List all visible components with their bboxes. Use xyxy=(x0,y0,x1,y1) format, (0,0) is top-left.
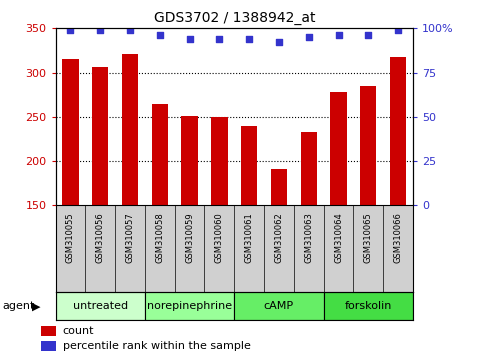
Bar xyxy=(234,292,324,320)
Text: count: count xyxy=(63,326,94,336)
Text: GSM310058: GSM310058 xyxy=(156,212,164,263)
Bar xyxy=(145,292,234,320)
Text: percentile rank within the sample: percentile rank within the sample xyxy=(63,341,251,351)
Bar xyxy=(390,57,406,205)
Text: GSM310057: GSM310057 xyxy=(126,212,134,263)
Bar xyxy=(92,67,108,205)
Point xyxy=(97,27,104,33)
Point xyxy=(335,33,342,38)
Text: ▶: ▶ xyxy=(32,301,41,311)
Bar xyxy=(56,292,145,320)
Bar xyxy=(41,326,56,336)
Text: GSM310055: GSM310055 xyxy=(66,212,75,263)
Point xyxy=(67,27,74,33)
Text: GSM310059: GSM310059 xyxy=(185,212,194,263)
Point xyxy=(364,33,372,38)
Text: GSM310061: GSM310061 xyxy=(245,212,254,263)
Text: GSM310060: GSM310060 xyxy=(215,212,224,263)
Bar xyxy=(271,169,287,205)
Point xyxy=(305,34,313,40)
Point xyxy=(215,36,223,42)
Bar xyxy=(300,132,317,205)
Bar xyxy=(41,341,56,351)
Text: GSM310062: GSM310062 xyxy=(274,212,284,263)
Point xyxy=(156,33,164,38)
Point xyxy=(394,27,402,33)
Bar xyxy=(330,92,347,205)
Point xyxy=(126,27,134,33)
Bar xyxy=(62,59,79,205)
Point xyxy=(275,40,283,45)
Bar xyxy=(241,126,257,205)
Point xyxy=(185,36,193,42)
Text: GSM310065: GSM310065 xyxy=(364,212,373,263)
Text: untreated: untreated xyxy=(72,301,128,311)
Bar xyxy=(211,117,227,205)
Text: GSM310066: GSM310066 xyxy=(394,212,402,263)
Bar xyxy=(122,54,138,205)
Bar xyxy=(152,103,168,205)
Text: GSM310056: GSM310056 xyxy=(96,212,105,263)
Bar xyxy=(182,116,198,205)
Text: norepinephrine: norepinephrine xyxy=(147,301,232,311)
Text: forskolin: forskolin xyxy=(344,301,392,311)
Title: GDS3702 / 1388942_at: GDS3702 / 1388942_at xyxy=(154,11,315,24)
Text: GSM310063: GSM310063 xyxy=(304,212,313,263)
Text: cAMP: cAMP xyxy=(264,301,294,311)
Point xyxy=(245,36,253,42)
Text: agent: agent xyxy=(2,301,35,311)
Bar xyxy=(360,86,376,205)
Bar xyxy=(324,292,413,320)
Text: GSM310064: GSM310064 xyxy=(334,212,343,263)
